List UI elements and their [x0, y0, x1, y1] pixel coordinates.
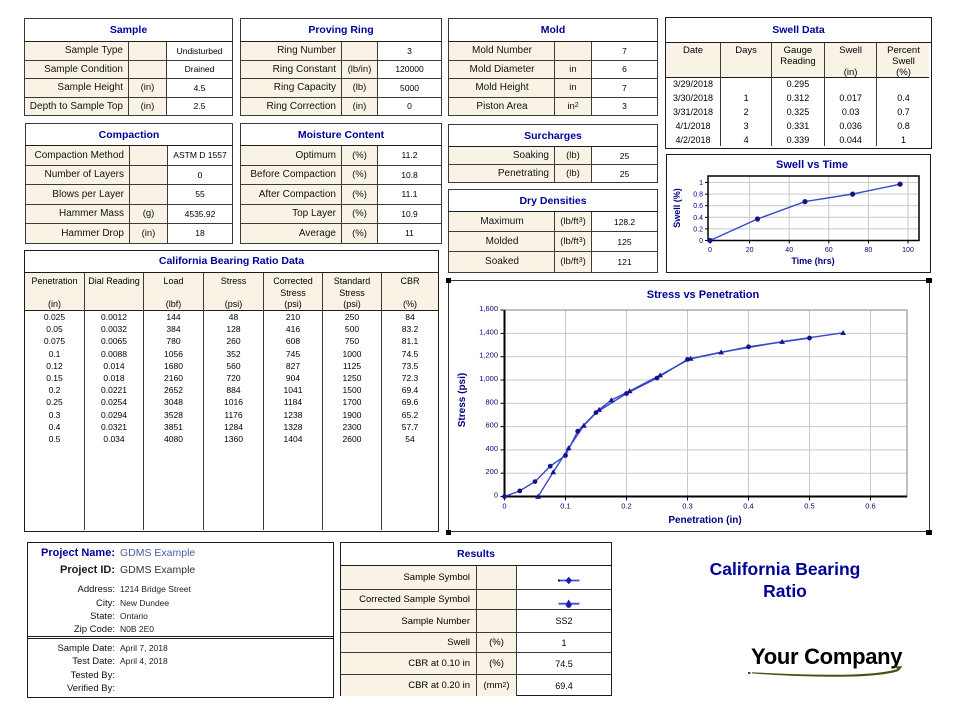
svg-text:0.4: 0.4: [743, 502, 753, 511]
svg-text:0: 0: [699, 238, 703, 245]
svg-text:0: 0: [708, 247, 712, 254]
svg-text:Swell vs Time: Swell vs Time: [776, 159, 848, 171]
svg-text:Penetration (in): Penetration (in): [668, 515, 741, 526]
svg-text:0.3: 0.3: [682, 502, 692, 511]
svg-text:0.1: 0.1: [560, 502, 570, 511]
svg-text:1,000: 1,000: [479, 374, 498, 383]
svg-text:Time (hrs): Time (hrs): [791, 256, 834, 266]
svg-text:0.5: 0.5: [804, 502, 814, 511]
svg-text:0.2: 0.2: [621, 502, 631, 511]
svg-text:800: 800: [485, 397, 498, 406]
svg-text:600: 600: [485, 421, 498, 430]
svg-text:0: 0: [494, 491, 498, 500]
svg-text:0.4: 0.4: [693, 215, 703, 222]
svg-text:1: 1: [699, 180, 703, 187]
svg-text:80: 80: [865, 247, 873, 254]
svg-text:40: 40: [785, 247, 793, 254]
svg-text:Stress (psi): Stress (psi): [457, 373, 468, 427]
svg-text:1,200: 1,200: [479, 351, 498, 360]
svg-text:Stress vs Penetration: Stress vs Penetration: [647, 289, 760, 301]
svg-text:0.6: 0.6: [865, 502, 875, 511]
svg-text:0.8: 0.8: [693, 192, 703, 199]
svg-text:1,400: 1,400: [479, 327, 498, 336]
svg-text:20: 20: [746, 247, 754, 254]
svg-text:Swell (%): Swell (%): [672, 188, 682, 228]
svg-text:0: 0: [502, 502, 506, 511]
svg-text:1,600: 1,600: [479, 304, 498, 313]
svg-text:100: 100: [902, 247, 914, 254]
svg-text:0.2: 0.2: [693, 226, 703, 233]
svg-text:0.6: 0.6: [693, 203, 703, 210]
svg-text:200: 200: [485, 467, 498, 476]
svg-text:400: 400: [485, 444, 498, 453]
svg-text:60: 60: [825, 247, 833, 254]
